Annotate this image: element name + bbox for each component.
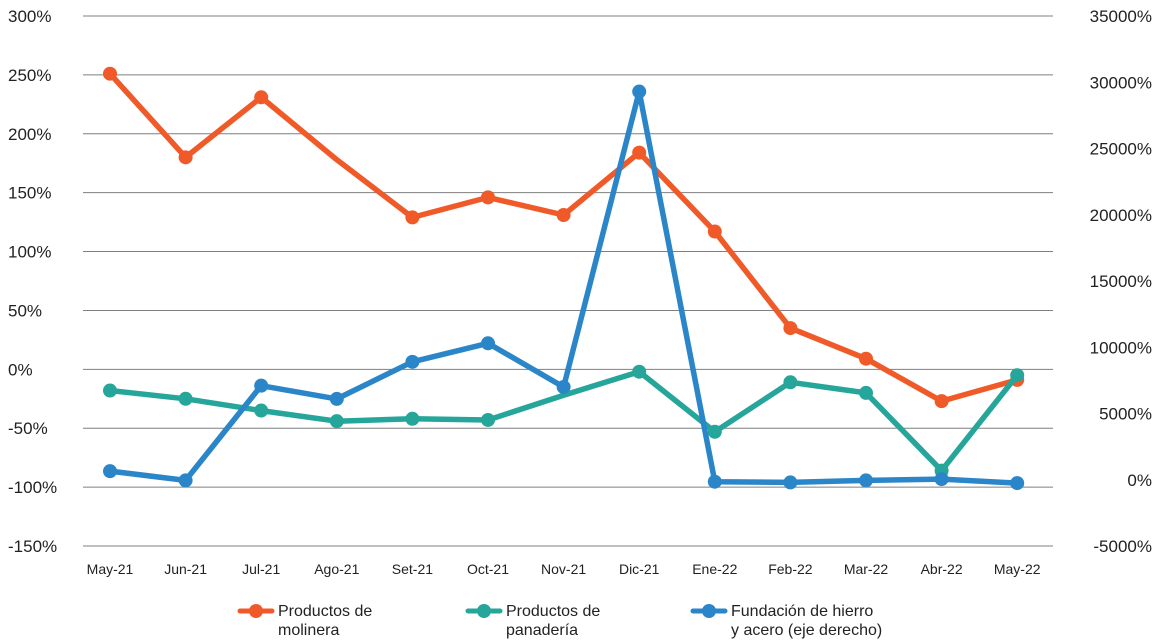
legend: Productos de molinera Productos de panaderí… (240, 603, 882, 639)
legend-label: y acero (eje derecho) (731, 622, 882, 639)
x-tick-label: Jun-21 (164, 561, 207, 577)
left-tick-label: 50% (8, 301, 42, 320)
legend-swatch-marker (477, 604, 491, 618)
data-point (481, 190, 495, 204)
legend-item-1: Productos de molinera (240, 603, 372, 639)
left-tick-label: -50% (8, 419, 48, 438)
right-tick-label: -5000% (1093, 537, 1152, 556)
legend-label: panadería (506, 622, 578, 639)
legend-item-3: Fundación de hierro y acero (eje derecho) (693, 603, 882, 639)
legend-label: Productos de (506, 603, 600, 620)
data-point (481, 336, 495, 350)
left-tick-label: -100% (8, 478, 57, 497)
x-tick-label: Mar-22 (844, 561, 889, 577)
data-point (405, 210, 419, 224)
left-tick-label: 100% (8, 243, 51, 262)
series-line (110, 74, 1017, 401)
left-tick-label: 250% (8, 66, 51, 85)
left-tick-label: -150% (8, 537, 57, 556)
data-point (783, 321, 797, 335)
x-tick-label: Oct-21 (467, 561, 509, 577)
right-tick-label: 25000% (1090, 140, 1152, 159)
data-point (859, 473, 873, 487)
x-tick-label: May-22 (994, 561, 1041, 577)
data-point (103, 67, 117, 81)
data-point (708, 425, 722, 439)
data-point (632, 146, 646, 160)
legend-swatch-marker (249, 604, 263, 618)
series-group (103, 67, 1024, 490)
data-point (935, 472, 949, 486)
series-line (110, 92, 1017, 484)
left-y-axis: 300% 250% 200% 150% 100% 50% 0% -50% -100% -150% (8, 7, 57, 556)
left-tick-label: 150% (8, 184, 51, 203)
legend-label: Fundación de hierro (731, 603, 873, 620)
left-tick-label: 300% (8, 7, 51, 26)
data-point (557, 380, 571, 394)
x-tick-label: Set-21 (392, 561, 433, 577)
data-point (859, 352, 873, 366)
data-point (935, 394, 949, 408)
right-tick-label: 15000% (1090, 272, 1152, 291)
x-tick-label: Abr-22 (921, 561, 963, 577)
legend-swatch-marker (702, 604, 716, 618)
grid-lines (83, 16, 1053, 546)
data-point (179, 150, 193, 164)
x-tick-label: Nov-21 (541, 561, 586, 577)
data-point (1010, 368, 1024, 382)
data-point (179, 473, 193, 487)
x-tick-label: Dic-21 (619, 561, 660, 577)
x-tick-label: Ene-22 (692, 561, 737, 577)
data-point (481, 413, 495, 427)
data-point (859, 386, 873, 400)
x-tick-label: Jul-21 (242, 561, 280, 577)
data-point (330, 414, 344, 428)
right-tick-label: 20000% (1090, 206, 1152, 225)
data-point (632, 85, 646, 99)
right-tick-label: 0% (1127, 471, 1152, 490)
data-point (1010, 476, 1024, 490)
right-tick-label: 10000% (1090, 338, 1152, 357)
data-point (557, 208, 571, 222)
data-point (330, 392, 344, 406)
series-3 (103, 85, 1024, 491)
data-point (708, 225, 722, 239)
right-tick-label: 35000% (1090, 7, 1152, 26)
data-point (254, 404, 268, 418)
data-point (783, 475, 797, 489)
series-1 (103, 67, 1024, 408)
data-point (632, 365, 646, 379)
data-point (103, 464, 117, 478)
left-tick-label: 200% (8, 125, 51, 144)
right-tick-label: 5000% (1099, 405, 1152, 424)
right-tick-label: 30000% (1090, 73, 1152, 92)
x-tick-label: May-21 (87, 561, 134, 577)
right-y-axis: 35000% 30000% 25000% 20000% 15000% 10000% 5000… (1090, 7, 1152, 556)
data-point (708, 475, 722, 489)
x-tick-label: Ago-21 (314, 561, 359, 577)
legend-label: molinera (278, 622, 339, 639)
x-tick-label: Feb-22 (768, 561, 813, 577)
data-point (405, 412, 419, 426)
left-tick-label: 0% (8, 360, 33, 379)
legend-item-2: Productos de panadería (468, 603, 600, 639)
data-point (405, 355, 419, 369)
x-axis: May-21 Jun-21 Jul-21 Ago-21 Set-21 Oct-21 Nov-… (87, 561, 1041, 577)
data-point (254, 90, 268, 104)
data-point (103, 384, 117, 398)
data-point (783, 375, 797, 389)
legend-label: Productos de (278, 603, 372, 620)
data-point (254, 379, 268, 393)
data-point (179, 392, 193, 406)
